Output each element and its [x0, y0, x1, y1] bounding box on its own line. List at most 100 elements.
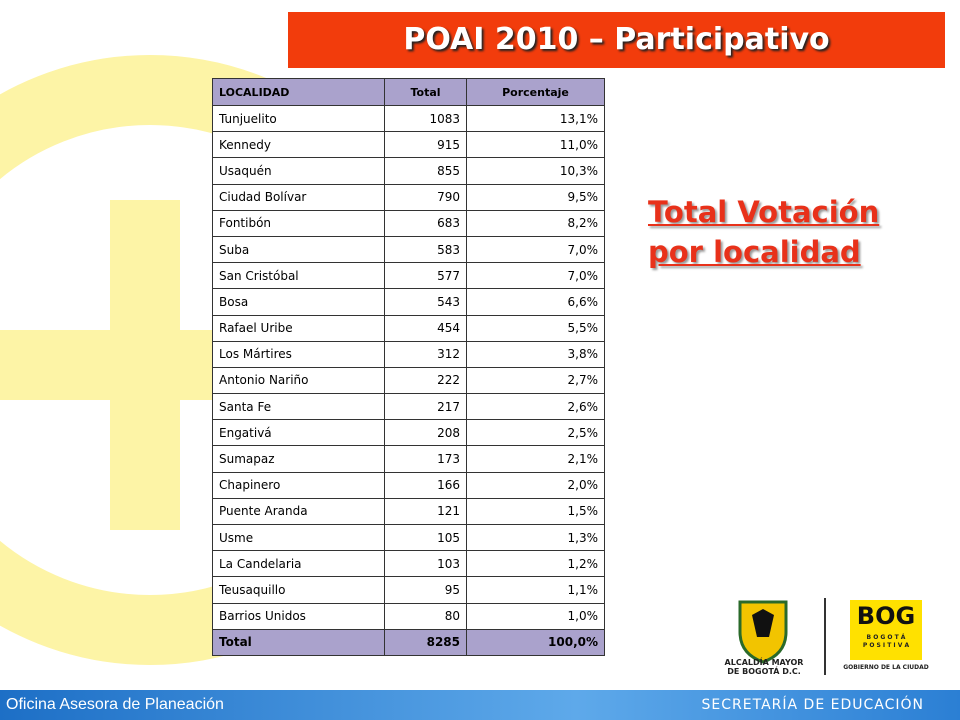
table-cell: 13,1% [466, 104, 605, 133]
table-cell: 9,5% [466, 183, 605, 211]
table-row: Suba 583 7,0% [212, 235, 605, 264]
table-row: Santa Fe 217 2,6% [212, 393, 605, 421]
table-cell: 217 [384, 393, 467, 421]
table-cell: 100,0% [466, 628, 605, 656]
table-row: Los Mártires 312 3,8% [212, 340, 605, 368]
table-cell: 1,0% [466, 602, 605, 630]
table-cell: 583 [384, 235, 467, 264]
table-row: Fontibón 683 8,2% [212, 209, 605, 237]
table-cell: Teusaquillo [212, 576, 385, 604]
logo-gobierno: GOBIERNO DE LA CIUDAD [843, 664, 929, 671]
table-cell: 454 [384, 314, 467, 342]
table-cell: 166 [384, 471, 467, 499]
table-cell: 10,3% [466, 157, 605, 185]
table-row: Chapinero 166 2,0% [212, 471, 605, 499]
table-cell: 5,5% [466, 314, 605, 342]
side-title-line: Total Votación [648, 195, 880, 229]
table-cell: 1,5% [466, 497, 605, 526]
table-cell: 2,7% [466, 366, 605, 395]
table-row: Engativá 208 2,5% [212, 419, 605, 447]
table-cell: 95 [384, 576, 467, 604]
table-row: Usaquén 855 10,3% [212, 157, 605, 185]
table-cell: 1,3% [466, 523, 605, 552]
table-row: La Candelaria 103 1,2% [212, 550, 605, 578]
table-cell: 1083 [384, 104, 467, 133]
table-cell: 105 [384, 523, 467, 552]
table-cell: Santa Fe [212, 393, 385, 421]
table-cell: 577 [384, 262, 467, 290]
logo-text: B O G O T Á [866, 634, 906, 641]
table-cell: 3,8% [466, 340, 605, 368]
logo-bog: BOG [856, 602, 916, 630]
table-cell: Total [384, 78, 467, 106]
logo-text: ALCALDÍA MAYOR [724, 658, 804, 667]
table-cell: 6,6% [466, 288, 605, 316]
table-cell: 222 [384, 366, 467, 395]
table-row: Tunjuelito 1083 13,1% [212, 104, 605, 133]
table-row: Rafael Uribe 454 5,5% [212, 314, 605, 342]
table-row: Total 8285 100,0% [212, 628, 605, 656]
table-cell: Sumapaz [212, 445, 385, 473]
table-cell: 683 [384, 209, 467, 237]
table-cell: 8285 [384, 628, 467, 656]
side-title-line: por localidad [648, 235, 861, 269]
table-cell: 790 [384, 183, 467, 211]
table-cell: 173 [384, 445, 467, 473]
table-cell: Puente Aranda [212, 497, 385, 526]
table-cell: 208 [384, 419, 467, 447]
table-cell: Usme [212, 523, 385, 552]
table-cell: San Cristóbal [212, 262, 385, 290]
side-title: Total Votación por localidad [648, 192, 879, 272]
table-cell: 1,1% [466, 576, 605, 604]
table-cell: 11,0% [466, 131, 605, 159]
logo-alcaldia: ALCALDÍA MAYOR DE BOGOTÁ D.C. [714, 658, 814, 676]
table-cell: LOCALIDAD [212, 78, 385, 106]
table-cell: Los Mártires [212, 340, 385, 368]
table-cell: Chapinero [212, 471, 385, 499]
table-row: Antonio Nariño 222 2,7% [212, 366, 605, 395]
table-cell: Usaquén [212, 157, 385, 185]
footer-left: Oficina Asesora de Planeación [6, 696, 224, 713]
table-row: Barrios Unidos 80 1,0% [212, 602, 605, 630]
footer-right: SECRETARÍA DE EDUCACIÓN [701, 697, 924, 713]
data-table: LOCALIDAD Total Porcentaje Tunjuelito 1083 13… [212, 78, 605, 656]
table-cell: 103 [384, 550, 467, 578]
table-cell: 2,5% [466, 419, 605, 447]
table-cell: Suba [212, 235, 385, 264]
table-cell: La Candelaria [212, 550, 385, 578]
logo-text: DE BOGOTÁ D.C. [727, 667, 801, 676]
logo-bog-sub: B O G O T Á P O S I T I V A [850, 634, 922, 650]
table-cell: 855 [384, 157, 467, 185]
table-cell: Rafael Uribe [212, 314, 385, 342]
table-cell: 7,0% [466, 262, 605, 290]
table-row: Sumapaz 173 2,1% [212, 445, 605, 473]
table-cell: 2,0% [466, 471, 605, 499]
table-cell: 121 [384, 497, 467, 526]
table-row: LOCALIDAD Total Porcentaje [212, 78, 605, 106]
table-cell: Engativá [212, 419, 385, 447]
table-row: Bosa 543 6,6% [212, 288, 605, 316]
logo-text: P O S I T I V A [862, 642, 910, 649]
table-cell: Antonio Nariño [212, 366, 385, 395]
table-row: Usme 105 1,3% [212, 523, 605, 552]
table-cell: Fontibón [212, 209, 385, 237]
table-cell: 8,2% [466, 209, 605, 237]
table-cell: Barrios Unidos [212, 602, 385, 630]
table-cell: Total [212, 628, 385, 656]
table-cell: 7,0% [466, 235, 605, 264]
title-banner: POAI 2010 – Participativo [288, 12, 945, 68]
table-cell: Kennedy [212, 131, 385, 159]
table-cell: 1,2% [466, 550, 605, 578]
table-cell: Bosa [212, 288, 385, 316]
table-cell: 915 [384, 131, 467, 159]
table-row: Puente Aranda 121 1,5% [212, 497, 605, 526]
footer: Oficina Asesora de Planeación SECRETARÍA… [0, 690, 960, 720]
table-cell: 2,6% [466, 393, 605, 421]
table-cell: 312 [384, 340, 467, 368]
table-row: Ciudad Bolívar 790 9,5% [212, 183, 605, 211]
table-cell: Ciudad Bolívar [212, 183, 385, 211]
table-cell: 80 [384, 602, 467, 630]
table-cell: Tunjuelito [212, 104, 385, 133]
table-row: Teusaquillo 95 1,1% [212, 576, 605, 604]
